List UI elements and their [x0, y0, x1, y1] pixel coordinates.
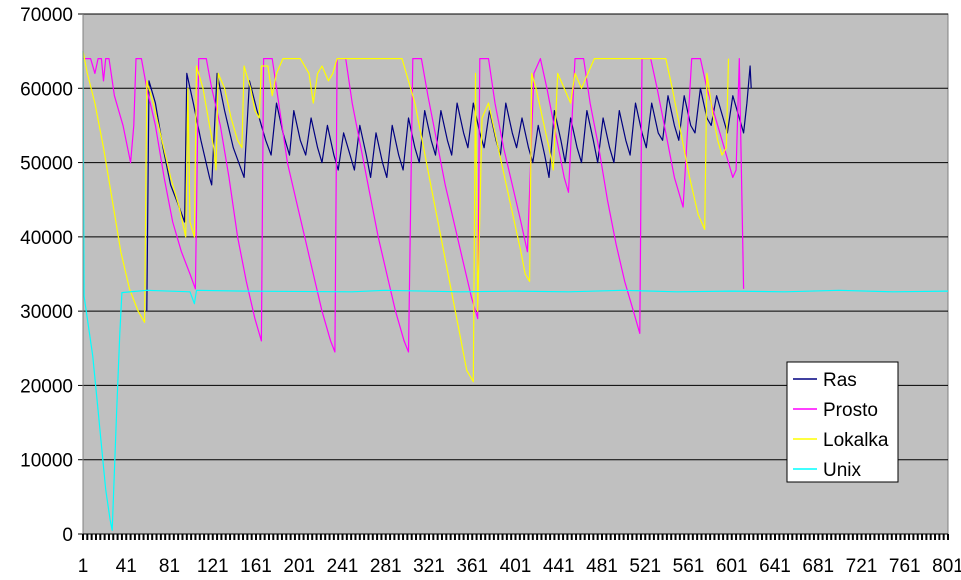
legend-label-lokalka: Lokalka — [823, 430, 889, 451]
series-line-lokalka — [82, 50, 730, 383]
x-tick-label: 241 — [327, 556, 359, 577]
x-tick-label: 281 — [370, 556, 402, 577]
legend-label-unix: Unix — [823, 460, 862, 481]
x-tick-label: 641 — [759, 556, 791, 577]
x-tick-label: 721 — [846, 556, 878, 577]
legend-box — [786, 361, 899, 483]
y-tick-label: 30000 — [20, 302, 73, 323]
series-line-unix — [82, 51, 949, 531]
gridlines — [83, 13, 948, 461]
legend-label-prosto: Prosto — [823, 400, 878, 421]
x-axis: 1 41 81 121 161 201 241 281 321 361 401 441 481 521 56… — [78, 533, 961, 577]
x-tick-label: 441 — [543, 556, 575, 577]
y-tick-label: 40000 — [20, 228, 73, 249]
x-tick-label: 361 — [456, 556, 488, 577]
x-tick-label: 401 — [500, 556, 532, 577]
x-tick-label: 521 — [629, 556, 661, 577]
x-tick-label: 761 — [889, 556, 921, 577]
y-tick-label: 10000 — [20, 451, 73, 472]
y-tick-label: 0 — [62, 525, 73, 546]
x-tick-label: 1 — [78, 556, 89, 577]
x-tick-label: 201 — [283, 556, 315, 577]
x-tick-label: 681 — [802, 556, 834, 577]
x-tick-label: 161 — [240, 556, 272, 577]
y-tick-label: 70000 — [20, 5, 73, 26]
x-tick-label: 321 — [413, 556, 445, 577]
x-tick-label: 481 — [586, 556, 618, 577]
x-tick-label: 121 — [197, 556, 229, 577]
series-line-prosto — [83, 58, 745, 353]
y-axis: 0 10000 20000 30000 40000 50000 60000 70000 — [20, 5, 84, 546]
x-tick-label: 561 — [673, 556, 705, 577]
series-line-ras — [146, 65, 752, 312]
x-tick-label: 81 — [159, 556, 180, 577]
y-tick-label: 20000 — [20, 376, 73, 397]
y-tick-label: 50000 — [20, 154, 73, 175]
series-lines — [82, 50, 949, 531]
y-tick-label: 60000 — [20, 79, 73, 100]
x-tick-label: 41 — [116, 556, 137, 577]
x-tick-label: 801 — [932, 556, 961, 577]
legend-label-ras: Ras — [823, 370, 857, 391]
legend: Ras Prosto Lokalka Unix — [786, 361, 899, 483]
x-tick-label: 601 — [716, 556, 748, 577]
